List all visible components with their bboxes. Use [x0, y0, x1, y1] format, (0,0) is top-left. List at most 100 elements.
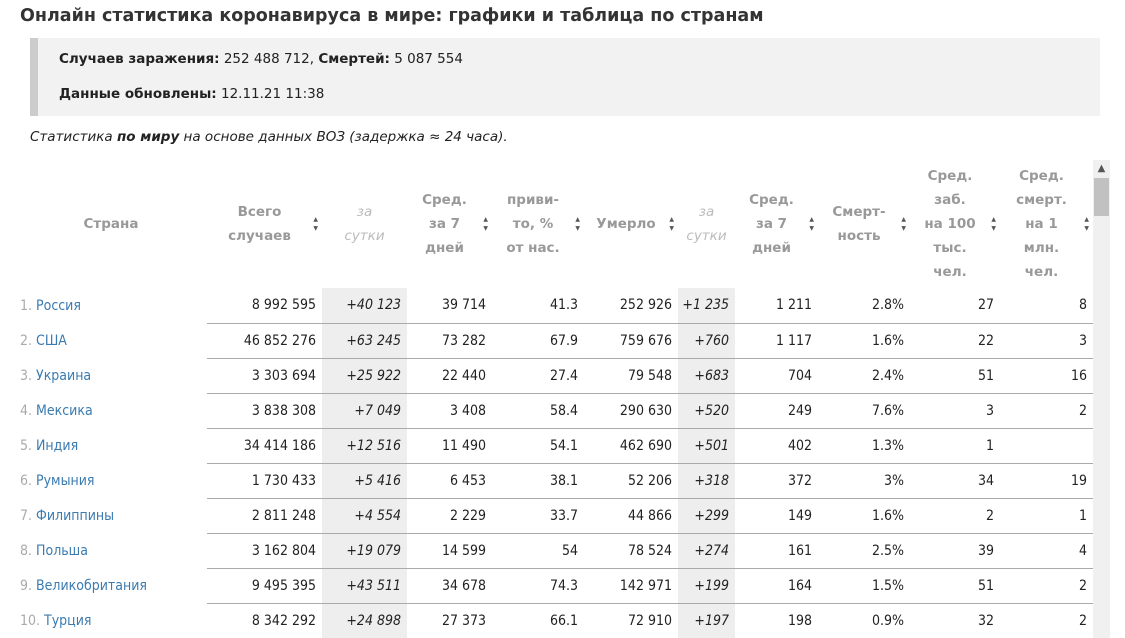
country-cell: 5. Индия [15, 428, 207, 463]
row-index: 7. [20, 507, 33, 524]
cell-2: 1 730 433 [207, 463, 322, 499]
country-link[interactable]: США [36, 332, 67, 349]
scrollbar-thumb[interactable] [1094, 178, 1109, 216]
cell-2: 8 992 595 [207, 288, 322, 324]
cell-6: 79 548 [584, 358, 678, 394]
cell-9: 3% [818, 463, 910, 499]
country-link[interactable]: Великобритания [36, 577, 147, 594]
cell-2: 34 414 186 [207, 428, 322, 464]
table-row: 10. Турция 8 342 292 +24 898 27 373 66.1 72 9… [15, 603, 1093, 638]
cell-8: 1 117 [735, 323, 818, 359]
cell-3: +4 554 [322, 498, 407, 534]
deaths-label: Смертей: [318, 51, 390, 67]
cell-4: 14 599 [407, 533, 492, 569]
cell-11: 3 [1000, 323, 1093, 359]
cell-6: 759 676 [584, 323, 678, 359]
cell-2: 9 495 395 [207, 568, 322, 604]
cell-3: +24 898 [322, 603, 407, 638]
cell-9: 2.4% [818, 358, 910, 394]
column-header-8[interactable]: Смерт-ность ▲ ▼ [832, 204, 906, 244]
country-link[interactable]: Индия [36, 437, 79, 454]
country-link[interactable]: Румыния [36, 472, 95, 489]
updated-value: 12.11.21 11:38 [220, 86, 325, 102]
cell-5: 41.3 [492, 288, 584, 324]
sort-icon[interactable]: ▲ ▼ [809, 216, 814, 232]
country-link[interactable]: Филиппины [36, 507, 115, 524]
cell-8: 704 [735, 358, 818, 394]
country-cell: 6. Румыния [15, 463, 207, 498]
country-link[interactable]: Польша [36, 542, 88, 559]
scroll-up-icon[interactable]: ▲ [1097, 163, 1106, 174]
cell-5: 74.3 [492, 568, 584, 604]
table-row: 3. Украина 3 303 694 +25 922 22 440 27.4 79 5… [15, 358, 1093, 394]
sort-icon[interactable]: ▲ ▼ [991, 216, 996, 232]
country-link[interactable]: Турция [44, 612, 92, 629]
cell-5: 54 [492, 533, 584, 569]
cell-3: +63 245 [322, 323, 407, 359]
scrollbar[interactable]: ▲ [1093, 160, 1110, 638]
cell-8: 164 [735, 568, 818, 604]
cell-4: 34 678 [407, 568, 492, 604]
page-title: Онлайн статистика коронавируса в мире: г… [20, 6, 764, 26]
column-header-3[interactable]: Сред. за 7 дней ▲ ▼ [422, 192, 488, 256]
sort-icon[interactable]: ▲ ▼ [575, 216, 580, 232]
cell-11: 8 [1000, 288, 1093, 324]
sort-icon[interactable]: ▲ ▼ [669, 216, 674, 232]
cell-2: 3 162 804 [207, 533, 322, 569]
column-header-5[interactable]: Умерло ▲ ▼ [596, 216, 674, 232]
cell-8: 161 [735, 533, 818, 569]
sort-icon[interactable]: ▲ ▼ [901, 216, 906, 232]
country-cell: 4. Мексика [15, 393, 207, 428]
cell-11: 19 [1000, 463, 1093, 499]
table-row: 6. Румыния 1 730 433 +5 416 6 453 38.1 52 206… [15, 463, 1093, 499]
cell-4: 73 282 [407, 323, 492, 359]
summary-box: Случаев заражения: 252 488 712, Смертей:… [30, 38, 1100, 116]
cell-6: 52 206 [584, 463, 678, 499]
row-index: 4. [20, 402, 33, 419]
column-header-4[interactable]: приви-то, % от нас. ▲ ▼ [506, 192, 580, 256]
row-index: 1. [20, 297, 33, 314]
column-header-1[interactable]: Всего случаев ▲ ▼ [228, 204, 318, 244]
column-header-0: Страна [83, 216, 139, 232]
table-row: 8. Польша 3 162 804 +19 079 14 599 54 78 524 +… [15, 533, 1093, 569]
cell-6: 44 866 [584, 498, 678, 534]
cell-6: 462 690 [584, 428, 678, 464]
cell-4: 6 453 [407, 463, 492, 499]
row-index: 6. [20, 472, 33, 489]
cell-3: +25 922 [322, 358, 407, 394]
sort-icon[interactable]: ▲ ▼ [313, 216, 318, 232]
cell-4: 27 373 [441, 612, 486, 629]
cell-5: 38.1 [492, 463, 584, 499]
cell-10: 32 [977, 612, 994, 629]
sort-icon[interactable]: ▲ ▼ [483, 216, 488, 232]
column-header-7[interactable]: Сред. за 7 дней ▲ ▼ [749, 192, 814, 256]
cell-4: 3 408 [407, 393, 492, 429]
source-note: Статистика по миру на основе данных ВОЗ … [30, 129, 508, 145]
cell-5: 58.4 [492, 393, 584, 429]
row-index: 10. [20, 612, 41, 629]
country-cell: 1. Россия [15, 288, 207, 323]
cell-5: 27.4 [492, 358, 584, 394]
cell-10: 51 [910, 568, 1000, 604]
sort-icon[interactable]: ▲ ▼ [1084, 216, 1089, 232]
column-header-10[interactable]: Сред. смерт. на 1 млн. чел. ▲ ▼ [1016, 168, 1089, 280]
cell-11: 16 [1000, 358, 1093, 394]
cell-7: +274 [678, 533, 735, 569]
cell-5: 67.9 [492, 323, 584, 359]
table-row: 4. Мексика 3 838 308 +7 049 3 408 58.4 290 63… [15, 393, 1093, 429]
country-link[interactable]: Россия [36, 297, 81, 314]
column-header-9[interactable]: Сред. заб. на 100 тыс. чел. ▲ ▼ [924, 168, 996, 280]
note-text: Статистика [30, 129, 117, 145]
country-link[interactable]: Мексика [36, 402, 93, 419]
cell-9: 0.9% [872, 612, 904, 629]
country-link[interactable]: Украина [36, 367, 92, 384]
cell-11: 2 [1000, 393, 1093, 429]
cell-9: 1.3% [818, 428, 910, 464]
cell-9: 7.6% [818, 393, 910, 429]
cell-9: 1.6% [818, 498, 910, 534]
cell-10: 39 [910, 533, 1000, 569]
cell-5: 66.1 [549, 612, 578, 629]
cell-10: 22 [910, 323, 1000, 359]
cell-8: 372 [735, 463, 818, 499]
cell-3: +12 516 [322, 428, 407, 464]
